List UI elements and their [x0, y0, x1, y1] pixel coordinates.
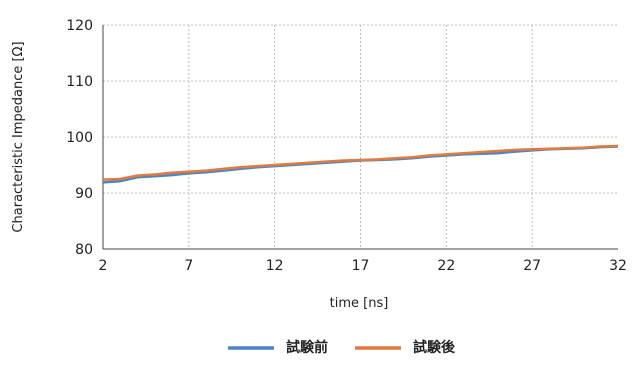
- legend-label: 試験後: [413, 339, 456, 356]
- grid-layer: [103, 24, 618, 249]
- x-tick-label: 17: [352, 258, 370, 274]
- series-layer: [102, 144, 619, 184]
- x-tick-label: 12: [266, 258, 284, 274]
- y-tick-label: 90: [75, 186, 93, 202]
- series-line-2: [102, 144, 619, 181]
- x-tick-label: 7: [184, 258, 193, 274]
- legend-label: 試験前: [286, 339, 328, 356]
- y-axis-title: Characteristic Impedance [Ω]: [11, 41, 26, 232]
- x-tick-label: 27: [523, 258, 541, 274]
- x-tick-label: 2: [99, 258, 108, 274]
- y-tick-label: 110: [66, 74, 93, 90]
- legend: 試験前 試験後: [228, 339, 456, 356]
- x-tick-label: 22: [437, 258, 455, 274]
- x-tick-label: 32: [609, 258, 627, 274]
- label-layer: Characteristic Impedance [Ω] time [ns]: [11, 41, 388, 311]
- y-tick-label: 120: [66, 18, 93, 34]
- y-tick-label: 100: [66, 130, 93, 146]
- x-axis-title: time [ns]: [330, 296, 389, 311]
- y-tick-label: 80: [75, 242, 93, 258]
